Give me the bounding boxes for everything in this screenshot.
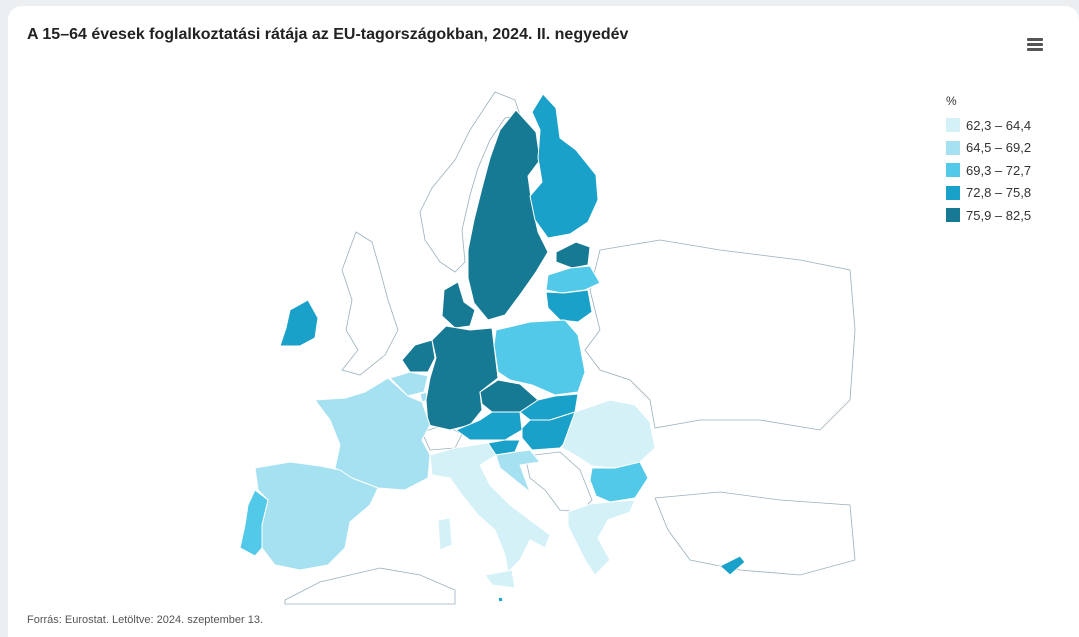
legend-label: 75,9 – 82,5: [966, 207, 1032, 223]
legend-label: 62,3 – 64,4: [966, 117, 1032, 133]
legend-label: 72,8 – 75,8: [966, 185, 1032, 201]
legend-unit: %: [946, 94, 957, 108]
country-sicily: [484, 569, 516, 589]
country-lithuania: [545, 289, 593, 323]
turkey-background: [654, 491, 856, 576]
country-austria: [455, 411, 523, 441]
legend-item[interactable]: 75,9 – 82,5: [946, 204, 1031, 227]
legend-item[interactable]: 62,3 – 64,4: [946, 114, 1031, 137]
country-romania: [561, 399, 656, 469]
country-latvia: [545, 265, 601, 294]
country-ireland: [279, 299, 319, 347]
country-sardinia: [437, 517, 453, 551]
legend-swatch: [946, 185, 960, 200]
uk-background: [341, 231, 399, 376]
legend-swatch: [946, 118, 960, 133]
north-africa-background: [284, 567, 456, 605]
country-bulgaria: [589, 461, 649, 503]
eastern-europe-background: [584, 239, 856, 431]
country-croatia: [495, 449, 541, 493]
legend-swatch: [946, 140, 960, 155]
legend-item[interactable]: 72,8 – 75,8: [946, 182, 1031, 205]
country-cyprus: [719, 555, 746, 576]
country-netherlands: [401, 339, 436, 373]
hamburger-menu-icon[interactable]: [1025, 36, 1045, 52]
country-denmark: [441, 281, 476, 329]
legend-item[interactable]: 69,3 – 72,7: [946, 159, 1031, 182]
country-malta: [497, 596, 504, 603]
country-italy: [429, 442, 551, 573]
legend-label: 64,5 – 69,2: [966, 140, 1032, 156]
country-greece: [567, 499, 636, 576]
legend-label: 69,3 – 72,7: [966, 162, 1032, 178]
legend-swatch: [946, 163, 960, 178]
country-finland: [529, 93, 599, 239]
country-poland: [493, 319, 586, 396]
chart-title: A 15–64 évesek foglalkoztatási rátája az…: [27, 26, 629, 43]
source-note: Forrás: Eurostat. Letöltve: 2024. szepte…: [27, 614, 264, 626]
legend: % 62,3 – 64,4 64,5 – 69,2 69,3 – 72,7 72…: [946, 94, 1031, 227]
country-sweden: [467, 109, 549, 321]
country-germany: [425, 325, 499, 431]
legend-swatch: [946, 208, 960, 223]
country-portugal: [239, 489, 269, 557]
country-estonia: [555, 241, 591, 269]
legend-item[interactable]: 64,5 – 69,2: [946, 137, 1031, 160]
